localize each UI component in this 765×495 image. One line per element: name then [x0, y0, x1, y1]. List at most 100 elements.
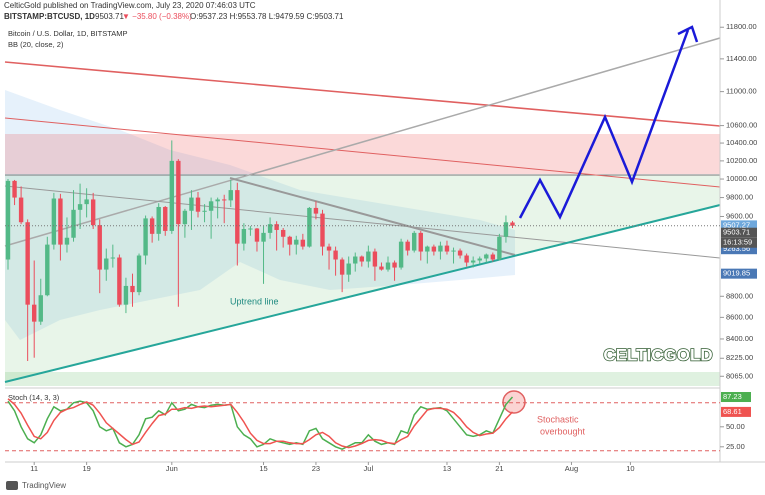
candle-body — [497, 236, 502, 260]
candle-body — [241, 228, 247, 244]
candle-body — [425, 246, 430, 252]
y-tick-label: 10000.00 — [726, 174, 757, 183]
candle-body — [77, 204, 83, 210]
x-tick-label: 13 — [443, 464, 451, 473]
x-tick-label: 10 — [626, 464, 634, 473]
uptrend-line — [4, 204, 721, 383]
candle-body — [215, 199, 220, 202]
x-tick-label: Jul — [364, 464, 374, 473]
x-tick-label: 21 — [495, 464, 503, 473]
highlight-circle — [502, 390, 526, 414]
candle-body — [64, 237, 70, 245]
candle-body — [326, 246, 332, 251]
ohlc: O:9537.23 H:9553.78 L:9479.59 C:9503.71 — [190, 12, 344, 21]
candle-body — [123, 285, 129, 305]
candle-body — [143, 218, 148, 256]
price-badge — [721, 244, 757, 255]
candle-body — [104, 258, 109, 270]
annotation: Uptrend line — [230, 296, 279, 306]
countdown-badge — [721, 237, 757, 248]
y-tick-label: 11800.00 — [726, 22, 757, 31]
projection-arrow — [677, 25, 699, 43]
candle-body — [280, 229, 286, 237]
candle-body — [405, 241, 410, 251]
candle-body — [438, 245, 443, 252]
support-zone — [5, 372, 720, 386]
candle-body — [477, 258, 482, 261]
candle-body — [228, 190, 233, 201]
candle-body — [32, 304, 37, 322]
candle-body — [25, 222, 30, 305]
symbol: BITSTAMP:BTCUSD, 1D — [4, 12, 95, 21]
candle-body — [503, 222, 509, 237]
candle-body — [261, 232, 266, 242]
candle-body — [222, 199, 227, 201]
candle-body — [359, 256, 364, 262]
candle-body — [12, 180, 17, 198]
candle-body — [38, 295, 43, 322]
last-price: 9503.71 — [95, 12, 124, 21]
stoch-line — [7, 398, 514, 449]
trend-line — [4, 61, 721, 127]
x-tick-label: 23 — [312, 464, 320, 473]
y-tick-label: 10400.00 — [726, 138, 757, 147]
resistance-zone — [5, 134, 720, 174]
candle-body — [307, 207, 312, 247]
projection-path — [518, 29, 690, 220]
value-badge-label: 87.23 — [723, 392, 742, 401]
logo: CELTICGOLD — [603, 345, 712, 364]
price-badge-label: 9019.85 — [723, 269, 750, 278]
trend-line — [4, 117, 721, 188]
candle-body — [169, 160, 174, 231]
candle-body — [294, 239, 299, 245]
candle-body — [470, 260, 476, 263]
candle-body — [457, 250, 463, 256]
trend-line — [4, 37, 721, 247]
change: ▼ −35.80 (−0.38%) — [122, 12, 192, 21]
candle-body — [451, 250, 456, 252]
candle-body — [130, 285, 135, 293]
candle-body — [97, 225, 102, 270]
indicator-title: BB (20, close, 2) — [8, 40, 64, 49]
indicator-title: Stoch (14, 3, 3) — [8, 393, 60, 402]
candle-body — [398, 241, 404, 268]
y-tick-label: 8400.00 — [726, 334, 753, 343]
candle-body — [490, 254, 496, 260]
candle-body — [176, 160, 181, 225]
candle-body — [267, 224, 273, 233]
annotation: Stochastic — [537, 414, 579, 424]
y-tick-label: 8600.00 — [726, 312, 753, 321]
y-tick-label: 8800.00 — [726, 291, 753, 300]
candle-body — [45, 244, 50, 296]
candle-body — [189, 197, 194, 211]
footer-logo — [6, 481, 18, 490]
footer: TradingView — [22, 481, 66, 490]
candle-body — [18, 197, 24, 223]
value-badge — [721, 406, 751, 417]
y-tick-label: 9800.00 — [726, 193, 753, 202]
x-tick-label: Jun — [166, 464, 178, 473]
x-tick-label: Aug — [565, 464, 578, 473]
y-tick-label: 8065.00 — [726, 371, 753, 380]
price-badge-label: 9507.27 — [723, 220, 750, 229]
y-tick-label: 25.00 — [726, 442, 745, 451]
candle-body — [51, 198, 57, 245]
candle-body — [248, 228, 253, 230]
candle-body — [156, 206, 161, 234]
candle-body — [5, 180, 11, 260]
y-tick-label: 11400.00 — [726, 54, 757, 63]
candle-body — [372, 251, 378, 267]
price-badge-label: 9263.56 — [723, 244, 750, 253]
candle-body — [353, 256, 358, 264]
countdown: 16:13:59 — [723, 238, 752, 247]
last-price-badge — [721, 227, 757, 238]
candle-body — [464, 255, 469, 263]
x-tick-label: 19 — [82, 464, 90, 473]
candle-body — [484, 254, 489, 259]
annotation: overbought — [540, 426, 586, 436]
price-badge — [721, 220, 757, 231]
series-title: Bitcoin / U.S. Dollar, 1D, BITSTAMP — [8, 29, 127, 38]
candle-body — [346, 263, 351, 275]
candle-body — [84, 199, 89, 205]
